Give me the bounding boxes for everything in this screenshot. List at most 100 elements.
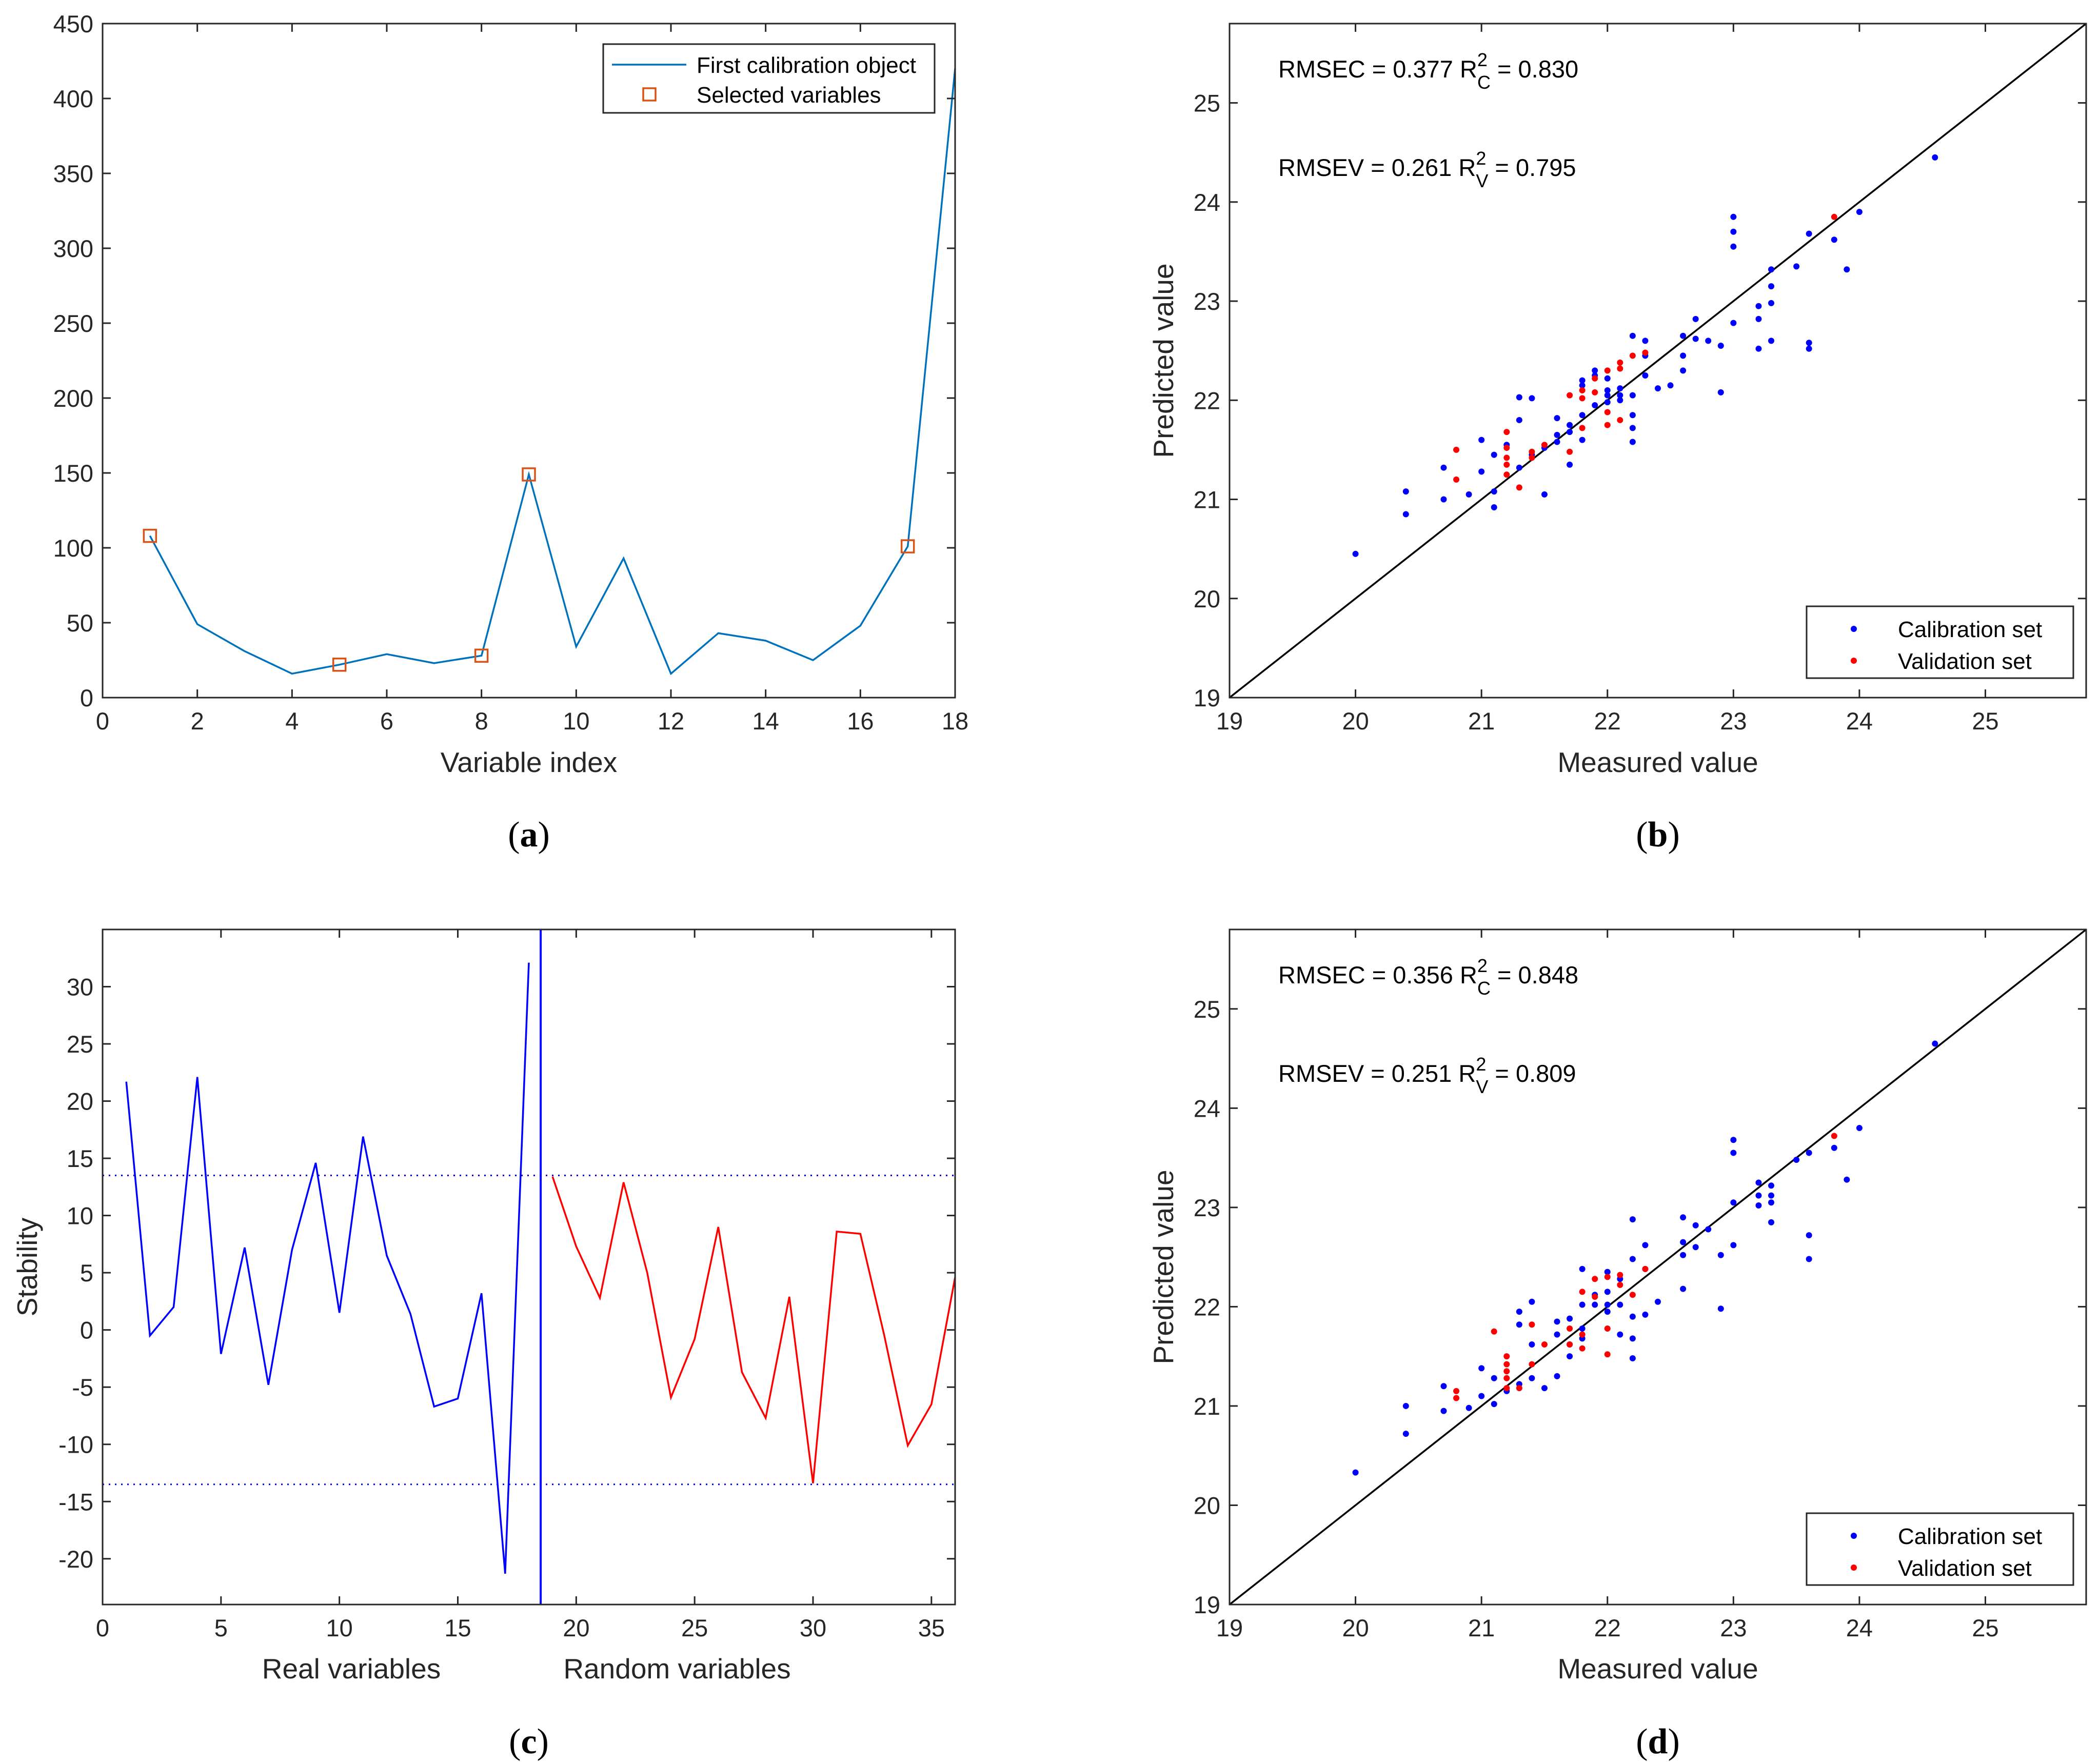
point-calibration-set — [1717, 1252, 1724, 1258]
point-calibration-set — [1642, 372, 1649, 379]
point-calibration-set — [1768, 283, 1775, 290]
x-tick-label: 22 — [1594, 707, 1621, 735]
reference-line-1to1 — [1229, 928, 2087, 1606]
legend-box — [602, 43, 936, 114]
legend-box — [1806, 605, 2074, 679]
point-calibration-set — [1680, 1285, 1687, 1292]
x-axis-label: Variable index — [441, 746, 617, 778]
axes-frame — [102, 928, 956, 1606]
reference-line-1to1 — [1229, 23, 2087, 699]
legend-marker-swatch — [1851, 626, 1857, 632]
point-validation-set — [1579, 387, 1586, 393]
point-calibration-set — [1730, 228, 1737, 235]
point-calibration-set — [1680, 1214, 1687, 1221]
point-validation-set — [1629, 1292, 1636, 1298]
legend-marker-swatch — [1851, 1533, 1857, 1539]
selected-variable-marker — [522, 467, 536, 482]
point-validation-set — [1579, 1345, 1586, 1352]
point-calibration-set — [1579, 437, 1586, 443]
y-tick-label: 25 — [1194, 996, 1220, 1023]
panel-c: 0 5 10 15 20 25 30 35 -20 -15 -10 -5 0 5 10 15 20 25 30 (c)… — [11, 928, 956, 1761]
point-calibration-set — [1604, 1301, 1611, 1308]
y-tick-label: 300 — [53, 235, 93, 262]
point-calibration-set — [1831, 1144, 1837, 1151]
point-calibration-set — [1579, 1325, 1586, 1332]
x-tick-label: 19 — [1216, 1614, 1243, 1641]
point-calibration-set — [1768, 1192, 1775, 1199]
stats-annotation: RMSEV = 0.261 R2 V = 0.795 — [1278, 148, 1576, 191]
point-calibration-set — [1516, 1309, 1522, 1315]
point-calibration-set — [1629, 1216, 1636, 1223]
legend: First calibration object Selected variabl… — [602, 43, 936, 114]
point-calibration-set — [1806, 345, 1812, 352]
point-calibration-set — [1932, 154, 1938, 161]
point-calibration-set — [1465, 491, 1472, 498]
panel-b: 19 20 21 22 23 24 25 19 20 21 22 23 24 25 (b) RMSEC = 0… — [1147, 23, 2087, 855]
y-tick-label: 5 — [80, 1259, 93, 1286]
point-calibration-set — [1717, 343, 1724, 349]
y-tick-label: 0 — [80, 1317, 93, 1344]
y-axis-label: Stability — [11, 1217, 43, 1316]
point-validation-set — [1592, 1276, 1598, 1282]
point-calibration-set — [1604, 1289, 1611, 1295]
point-calibration-set — [1516, 394, 1522, 401]
y-tick-label: 21 — [1194, 486, 1220, 513]
y-tick-label: 250 — [53, 310, 93, 337]
point-calibration-set — [1755, 303, 1762, 309]
selected-variable-marker — [474, 648, 489, 663]
point-calibration-set — [1730, 320, 1737, 326]
legend-label: Calibration set — [1898, 617, 2042, 642]
point-calibration-set — [1604, 1269, 1611, 1275]
point-calibration-set — [1755, 1179, 1762, 1186]
point-calibration-set — [1806, 1150, 1812, 1156]
point-calibration-set — [1768, 1219, 1775, 1225]
point-calibration-set — [1730, 1137, 1737, 1143]
point-calibration-set — [1491, 488, 1497, 495]
point-validation-set — [1503, 1385, 1510, 1392]
legend-marker-swatch — [642, 87, 657, 102]
point-calibration-set — [1844, 266, 1850, 273]
x-tick-label: 20 — [1342, 1614, 1369, 1641]
point-validation-set — [1579, 395, 1586, 402]
point-calibration-set — [1529, 395, 1535, 402]
point-validation-set — [1541, 442, 1548, 448]
point-calibration-set — [1617, 1331, 1623, 1338]
point-calibration-set — [1629, 412, 1636, 419]
y-tick-label: 0 — [80, 684, 93, 711]
y-tick-label: 400 — [53, 85, 93, 112]
point-validation-set — [1579, 425, 1586, 431]
point-validation-set — [1604, 409, 1611, 415]
x-tick-label: 10 — [563, 707, 589, 735]
point-validation-set — [1453, 1388, 1460, 1394]
point-calibration-set — [1692, 335, 1699, 342]
point-calibration-set — [1755, 1202, 1762, 1209]
point-calibration-set — [1617, 392, 1623, 399]
stats-annotation: RMSEC = 0.356 R2 C = 0.848 — [1278, 955, 1578, 999]
x-tick-label: 6 — [380, 707, 393, 735]
point-calibration-set — [1478, 1393, 1485, 1399]
y-tick-label: 19 — [1194, 1591, 1220, 1618]
x-tick-label: 21 — [1468, 707, 1495, 735]
point-calibration-set — [1567, 422, 1573, 428]
point-calibration-set — [1705, 338, 1712, 344]
point-validation-set — [1592, 1294, 1598, 1300]
point-calibration-set — [1604, 387, 1611, 393]
legend-label: Validation set — [1898, 1556, 2032, 1581]
stats-annotation: RMSEC = 0.377 R2 C = 0.830 — [1278, 49, 1578, 93]
x-tick-label: 35 — [918, 1614, 945, 1641]
axes-frame — [1229, 23, 2087, 699]
point-calibration-set — [1806, 1232, 1812, 1239]
point-validation-set — [1529, 448, 1535, 455]
x-tick-label: 19 — [1216, 707, 1243, 735]
point-validation-set — [1604, 367, 1611, 374]
point-validation-set — [1529, 454, 1535, 461]
point-calibration-set — [1680, 1239, 1687, 1245]
point-calibration-set — [1680, 352, 1687, 359]
point-validation-set — [1503, 1353, 1510, 1360]
y-tick-label: 19 — [1194, 684, 1220, 711]
point-validation-set — [1831, 213, 1837, 220]
panel-caption: (a) — [508, 815, 550, 855]
point-calibration-set — [1629, 439, 1636, 445]
point-calibration-set — [1617, 1301, 1623, 1308]
y-tick-label: 20 — [1194, 585, 1220, 612]
